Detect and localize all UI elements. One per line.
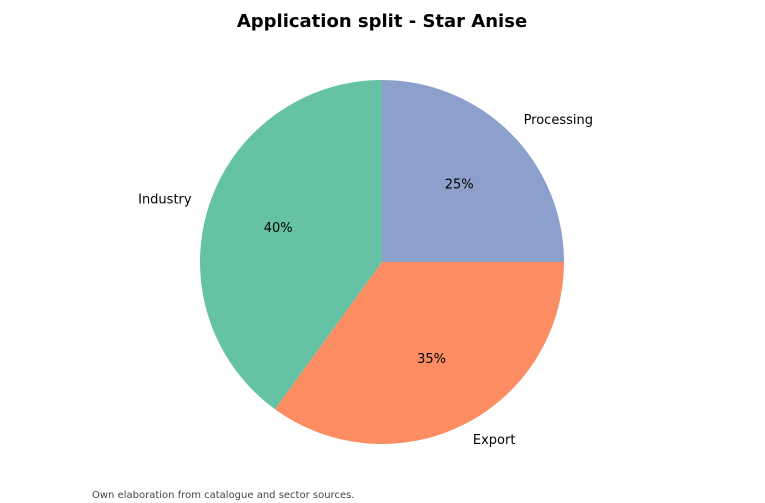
pie-slice: [382, 80, 564, 262]
chart-title: Application split - Star Anise: [237, 11, 527, 32]
slice-label: Export: [473, 433, 516, 448]
value-label: 25%: [445, 177, 474, 192]
value-label: 40%: [264, 221, 293, 236]
slice-label: Industry: [138, 193, 192, 208]
pie-slice: [275, 262, 564, 444]
footnote: Own elaboration from catalogue and secto…: [92, 490, 354, 501]
slice-label: Processing: [524, 113, 593, 128]
value-label: 35%: [417, 352, 446, 367]
pie-slice: [200, 80, 382, 410]
